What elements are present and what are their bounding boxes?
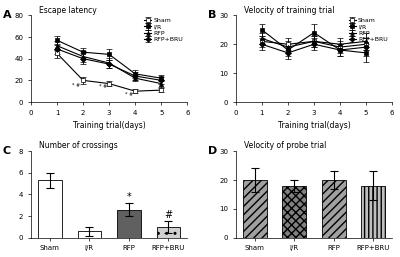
- Legend: Sham, I/R, RFP, RFP+BRU: Sham, I/R, RFP, RFP+BRU: [348, 17, 389, 43]
- Bar: [38, 180, 62, 238]
- Text: * #: * #: [98, 84, 107, 89]
- Text: Velocity of training trial: Velocity of training trial: [244, 6, 334, 15]
- Bar: [78, 231, 101, 238]
- Bar: [117, 210, 141, 238]
- Text: C: C: [3, 146, 11, 156]
- Text: Number of crossings: Number of crossings: [39, 141, 118, 150]
- Legend: Sham, I/R, RFP, RFP+BRU: Sham, I/R, RFP, RFP+BRU: [142, 17, 184, 43]
- Bar: [243, 180, 266, 238]
- Text: B: B: [208, 10, 216, 20]
- X-axis label: Training trial(days): Training trial(days): [73, 121, 146, 130]
- Bar: [282, 186, 306, 238]
- Text: D: D: [208, 146, 217, 156]
- Text: *: *: [126, 192, 131, 202]
- Text: #: #: [164, 210, 172, 220]
- Text: * #: * #: [125, 92, 133, 97]
- Text: Escape latency: Escape latency: [39, 6, 96, 15]
- Text: A: A: [3, 10, 11, 20]
- Bar: [322, 180, 346, 238]
- X-axis label: Training trial(days): Training trial(days): [278, 121, 350, 130]
- Bar: [156, 227, 180, 238]
- Text: Velocity of probe trial: Velocity of probe trial: [244, 141, 326, 150]
- Text: * #: * #: [72, 83, 81, 88]
- Bar: [361, 186, 385, 238]
